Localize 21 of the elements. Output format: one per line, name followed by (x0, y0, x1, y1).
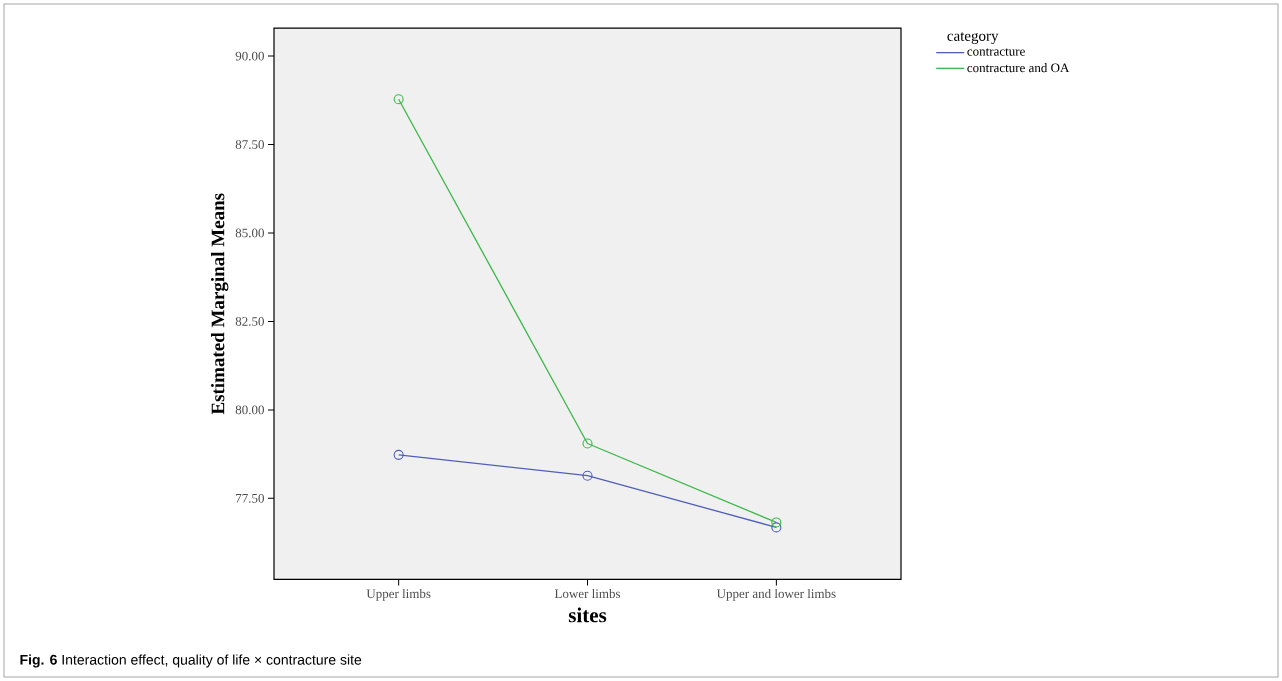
y-tick-label: 85.00 (235, 228, 264, 238)
text: Fig. 6 Interaction effect, quality of life × contracture site (20, 654, 362, 668)
legend-title: category (947, 32, 999, 44)
point (771, 522, 782, 533)
x-tick-label: Upper limbs (366, 588, 431, 601)
point (582, 438, 593, 449)
y-tick-label: 87.50 (235, 140, 264, 149)
y-tick-label: 77.50 (236, 493, 264, 503)
x-tick-label: Lower limbs (554, 588, 621, 599)
y-tick-label: 80.00 (235, 405, 264, 415)
legend-label: contracture (967, 48, 1025, 56)
point (582, 470, 593, 481)
x-axis-title: sites (568, 607, 607, 623)
y-axis-title: Estimated Marginal Means (210, 193, 229, 415)
legend-label: contracture and OA (967, 63, 1070, 73)
x-tick-label: Upper and lower limbs (716, 588, 836, 601)
y-tick-label: 82.50 (235, 317, 264, 326)
y-tick-label: 90.00 (235, 51, 264, 61)
point (393, 449, 404, 460)
point (393, 94, 404, 105)
point (771, 517, 782, 528)
